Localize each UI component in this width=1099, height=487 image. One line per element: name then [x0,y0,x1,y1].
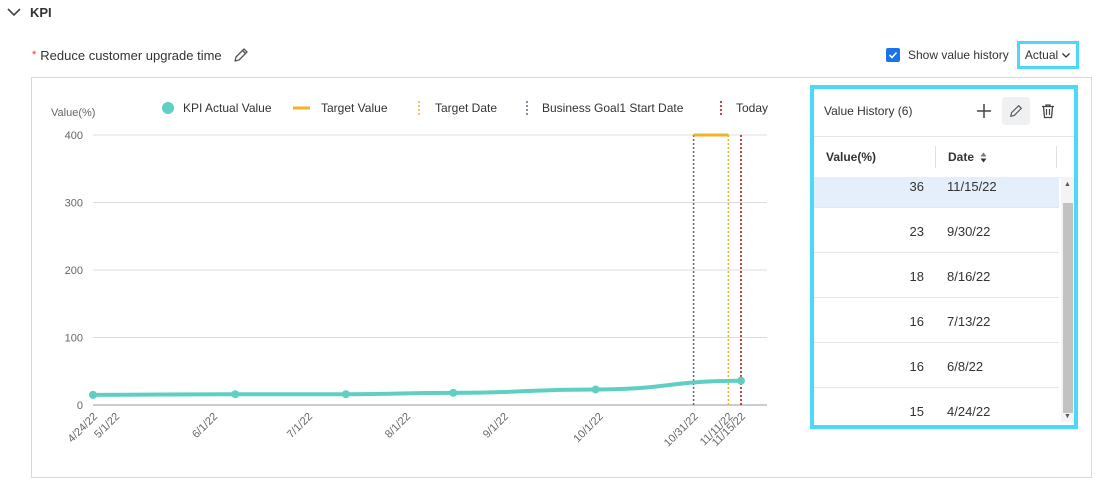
y-tick-label: 200 [65,265,83,277]
table-row[interactable]: 15 4/24/22 [814,388,1059,432]
show-history-label: Show value history [908,48,1009,62]
section-title: KPI [30,4,52,20]
row-value: 36 [909,179,924,194]
y-tick-label: 400 [65,130,83,142]
value-history-toolbar [970,97,1062,125]
chevron-down-icon[interactable] [6,4,22,20]
show-value-history-toggle[interactable]: Show value history [886,48,1009,62]
data-point [89,390,97,399]
pencil-icon [1010,105,1022,117]
table-row[interactable]: 23 9/30/22 [814,208,1059,253]
scroll-thumb[interactable] [1063,203,1073,413]
plus-icon [977,104,991,118]
y-tick-label: 100 [65,333,83,345]
required-mark: * [32,49,37,61]
x-tick-label: 9/1/22 [481,411,511,441]
legend-marker-actual [162,102,174,114]
x-tick-label: 10/31/22 [662,411,701,450]
x-tick-label: 4/24/22 [66,411,100,445]
value-history-panel: Value History (6) Value(%) Date [810,85,1078,429]
row-date: 8/16/22 [947,269,991,284]
add-value-button[interactable] [970,97,998,125]
y-tick-label: 300 [65,198,83,210]
column-divider [1056,146,1057,168]
check-icon [888,51,898,59]
row-date: 9/30/22 [947,224,991,239]
table-row[interactable]: 16 7/13/22 [814,298,1059,343]
trash-icon [1042,104,1054,119]
row-date: 6/8/22 [947,359,984,374]
x-tick-label: 8/1/22 [383,411,413,441]
row-value: 18 [909,269,924,284]
row-value: 16 [909,314,924,329]
value-history-title: Value History (6) [824,104,913,118]
delete-value-button[interactable] [1034,97,1062,125]
kpi-section-header[interactable]: KPI [6,4,52,20]
scroll-down-icon[interactable]: ▼ [1064,413,1071,420]
data-point [591,385,600,394]
y-tick-label: 0 [77,400,83,412]
value-history-table-header: Value(%) Date [814,136,1074,178]
column-header-date[interactable]: Date [948,150,987,164]
column-divider [935,146,936,168]
row-date: 7/13/22 [947,314,991,329]
show-history-checkbox[interactable] [886,48,900,62]
legend-label-target-date: Target Date [435,101,497,115]
view-select-value: Actual [1024,48,1059,62]
data-point [231,390,240,399]
table-row[interactable]: 16 6/8/22 [814,343,1059,388]
column-header-value[interactable]: Value(%) [826,150,877,164]
column-header-date-label: Date [948,150,975,164]
row-value: 16 [909,359,924,374]
sort-icon[interactable] [980,152,987,163]
value-history-scrollbar[interactable]: ▲ ▼ [1061,177,1074,422]
kpi-line-chart: 0 100 200 300 400 Value(%) KPI Actual Value Tar… [51,101,768,450]
value-history-rows: 36 11/15/22 23 9/30/22 18 8/16/22 16 7/1… [814,177,1059,432]
table-row[interactable]: 18 8/16/22 [814,253,1059,298]
x-tick-label: 6/1/22 [190,411,220,441]
x-tick-label: 7/1/22 [285,411,315,441]
x-tick-label: 5/1/22 [92,411,122,441]
actual-value-line [92,378,742,397]
row-date: 4/24/22 [947,404,991,419]
legend-label-today: Today [736,101,768,115]
chevron-down-icon [1062,53,1071,58]
table-row[interactable]: 36 11/15/22 [814,177,1059,208]
legend-label-actual: KPI Actual Value [183,101,272,115]
row-value: 23 [909,224,924,239]
legend-label-target: Target Value [321,101,388,115]
scroll-up-icon[interactable]: ▲ [1064,181,1071,188]
view-select-dropdown[interactable]: Actual [1017,41,1079,69]
kpi-title-row: * Reduce customer upgrade time [32,46,250,64]
x-tick-label: 10/1/22 [571,411,605,445]
kpi-name: Reduce customer upgrade time [40,47,222,63]
legend-label-goal-start: Business Goal1 Start Date [542,101,684,115]
row-date: 11/15/22 [947,179,997,194]
pencil-icon[interactable] [232,46,250,64]
kpi-chart-card [31,77,1092,478]
y-axis-label: Value(%) [51,107,95,119]
edit-value-button[interactable] [1002,97,1030,125]
data-point [737,376,745,385]
data-point [341,390,350,399]
data-point [449,388,458,397]
row-value: 15 [909,404,924,419]
